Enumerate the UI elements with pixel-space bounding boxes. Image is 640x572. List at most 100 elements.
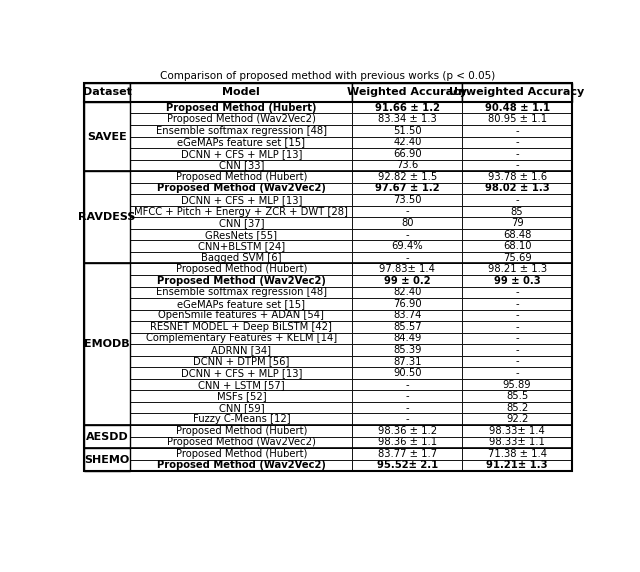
Bar <box>353 367 462 379</box>
Text: 90.50: 90.50 <box>393 368 422 378</box>
Bar <box>353 298 462 309</box>
Text: 80.95 ± 1.1: 80.95 ± 1.1 <box>488 114 547 124</box>
Bar <box>131 148 353 160</box>
Text: 99 ± 0.2: 99 ± 0.2 <box>384 276 431 286</box>
Bar <box>353 309 462 321</box>
Bar <box>131 379 353 390</box>
Text: 76.90: 76.90 <box>393 299 422 309</box>
Bar <box>462 125 572 137</box>
Text: DCNN + CFS + MLP [13]: DCNN + CFS + MLP [13] <box>180 368 302 378</box>
Text: 98.02 ± 1.3: 98.02 ± 1.3 <box>485 184 549 193</box>
Bar <box>462 379 572 390</box>
Text: 97.67 ± 1.2: 97.67 ± 1.2 <box>375 184 440 193</box>
Bar <box>462 448 572 460</box>
Bar <box>462 206 572 217</box>
Text: 80: 80 <box>401 218 413 228</box>
Bar <box>84 264 131 425</box>
Bar <box>353 425 462 436</box>
Bar <box>131 298 353 309</box>
Text: -: - <box>406 414 409 424</box>
Text: -: - <box>515 160 519 170</box>
Text: DCNN + DTPM [56]: DCNN + DTPM [56] <box>193 356 289 367</box>
Bar <box>353 148 462 160</box>
Text: Proposed Method (Wav2Vec2): Proposed Method (Wav2Vec2) <box>157 276 326 286</box>
Bar <box>353 344 462 356</box>
Text: 85: 85 <box>511 206 524 217</box>
Bar <box>131 171 353 182</box>
Text: Proposed Method (Hubert): Proposed Method (Hubert) <box>166 102 317 113</box>
Bar <box>353 194 462 206</box>
Text: 95.89: 95.89 <box>503 380 531 390</box>
Text: -: - <box>406 403 409 412</box>
Text: -: - <box>515 368 519 378</box>
Bar <box>462 83 572 102</box>
Bar <box>462 390 572 402</box>
Text: -: - <box>515 311 519 320</box>
Text: 51.50: 51.50 <box>393 126 422 136</box>
Bar <box>131 287 353 298</box>
Bar <box>353 217 462 229</box>
Text: Proposed Method (Wav2Vec2): Proposed Method (Wav2Vec2) <box>157 460 326 470</box>
Text: 85.5: 85.5 <box>506 391 528 401</box>
Bar <box>131 194 353 206</box>
Bar <box>353 182 462 194</box>
Text: 85.57: 85.57 <box>393 322 422 332</box>
Text: CNN + LSTM [57]: CNN + LSTM [57] <box>198 380 285 390</box>
Bar <box>353 390 462 402</box>
Text: 91.21± 1.3: 91.21± 1.3 <box>486 460 548 470</box>
Text: 79: 79 <box>511 218 524 228</box>
Text: Dataset: Dataset <box>83 88 132 97</box>
Text: CNN [33]: CNN [33] <box>219 160 264 170</box>
Bar <box>462 182 572 194</box>
Bar <box>462 414 572 425</box>
Bar <box>131 333 353 344</box>
Text: Ensemble softmax regression [48]: Ensemble softmax regression [48] <box>156 287 327 297</box>
Bar <box>353 240 462 252</box>
Bar <box>462 160 572 171</box>
Bar <box>131 436 353 448</box>
Bar <box>131 229 353 240</box>
Bar <box>131 217 353 229</box>
Text: ADRNN [34]: ADRNN [34] <box>211 345 271 355</box>
Bar <box>353 356 462 367</box>
Text: 87.31: 87.31 <box>393 356 422 367</box>
Bar <box>462 321 572 333</box>
Text: 83.74: 83.74 <box>393 311 422 320</box>
Bar <box>84 102 131 171</box>
Bar <box>462 356 572 367</box>
Bar <box>353 436 462 448</box>
Text: 98.33± 1.1: 98.33± 1.1 <box>489 438 545 447</box>
Bar <box>131 356 353 367</box>
Bar <box>84 425 131 448</box>
Bar <box>131 102 353 113</box>
Bar <box>131 367 353 379</box>
Bar <box>462 264 572 275</box>
Text: Model: Model <box>223 88 260 97</box>
Text: RESNET MODEL + Deep BiLSTM [42]: RESNET MODEL + Deep BiLSTM [42] <box>150 322 332 332</box>
Text: EMODB: EMODB <box>84 339 130 349</box>
Text: 75.69: 75.69 <box>503 253 531 263</box>
Text: 73.50: 73.50 <box>393 195 422 205</box>
Bar <box>353 113 462 125</box>
Text: 84.49: 84.49 <box>393 333 422 343</box>
Text: 85.2: 85.2 <box>506 403 528 412</box>
Text: 69.4%: 69.4% <box>392 241 423 251</box>
Bar <box>353 460 462 471</box>
Bar <box>353 448 462 460</box>
Bar <box>462 229 572 240</box>
Bar <box>462 333 572 344</box>
Bar <box>353 264 462 275</box>
Bar <box>462 240 572 252</box>
Text: -: - <box>406 380 409 390</box>
Text: -: - <box>515 149 519 159</box>
Bar <box>131 137 353 148</box>
Text: 83.34 ± 1.3: 83.34 ± 1.3 <box>378 114 436 124</box>
Bar <box>131 309 353 321</box>
Text: Complementary Features + KELM [14]: Complementary Features + KELM [14] <box>146 333 337 343</box>
Text: 66.90: 66.90 <box>393 149 422 159</box>
Bar <box>462 402 572 414</box>
Bar <box>462 309 572 321</box>
Bar <box>462 217 572 229</box>
Text: -: - <box>515 356 519 367</box>
Text: Comparison of proposed method with previous works (p < 0.05): Comparison of proposed method with previ… <box>161 72 495 81</box>
